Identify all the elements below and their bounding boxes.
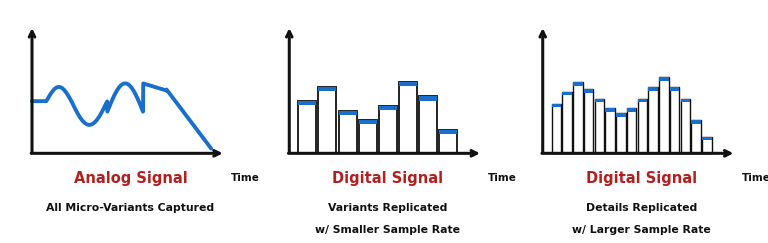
Bar	[616, 113, 625, 117]
Bar	[379, 106, 397, 153]
Bar	[562, 92, 571, 153]
Bar	[439, 130, 458, 153]
Bar	[419, 96, 437, 101]
Bar	[670, 87, 679, 90]
Bar	[359, 120, 377, 124]
Bar	[439, 130, 458, 134]
Text: w/ Larger Sample Rate: w/ Larger Sample Rate	[572, 225, 710, 235]
Bar	[680, 99, 690, 102]
Bar	[399, 82, 417, 86]
Bar	[298, 101, 316, 105]
Bar	[637, 99, 647, 153]
Bar	[399, 82, 417, 153]
Bar	[359, 120, 377, 153]
Bar	[702, 137, 711, 153]
Text: Analog Signal: Analog Signal	[74, 171, 187, 186]
Bar	[605, 108, 614, 153]
Bar	[691, 120, 700, 124]
Bar	[594, 99, 604, 153]
Bar	[594, 99, 604, 102]
Bar	[584, 89, 593, 93]
Bar	[659, 78, 668, 81]
Bar	[573, 82, 582, 86]
Bar	[670, 87, 679, 153]
Bar	[691, 120, 700, 153]
Bar	[659, 78, 668, 153]
Bar	[551, 104, 561, 107]
Bar	[648, 87, 657, 153]
Bar	[298, 101, 316, 153]
Bar	[379, 106, 397, 110]
Text: Variants Replicated: Variants Replicated	[328, 203, 448, 213]
Bar	[573, 82, 582, 153]
Bar	[680, 99, 690, 153]
Bar	[419, 96, 437, 153]
Text: w/ Smaller Sample Rate: w/ Smaller Sample Rate	[316, 225, 460, 235]
Text: Time: Time	[741, 173, 768, 183]
Bar	[551, 104, 561, 153]
Bar	[648, 87, 657, 90]
Bar	[627, 108, 636, 112]
Bar	[339, 111, 356, 115]
Bar	[319, 87, 336, 91]
Text: Digital Signal: Digital Signal	[586, 171, 697, 186]
Text: Time: Time	[488, 173, 517, 183]
Bar	[584, 89, 593, 153]
Text: Digital Signal: Digital Signal	[333, 171, 443, 186]
Bar	[605, 108, 614, 112]
Text: Time: Time	[230, 173, 260, 183]
Bar	[616, 113, 625, 153]
Bar	[319, 87, 336, 153]
Bar	[339, 111, 356, 153]
Text: Details Replicated: Details Replicated	[586, 203, 697, 213]
Bar	[702, 137, 711, 140]
Bar	[637, 99, 647, 102]
Bar	[627, 108, 636, 153]
Text: All Micro-Variants Captured: All Micro-Variants Captured	[47, 203, 214, 213]
Bar	[562, 92, 571, 95]
